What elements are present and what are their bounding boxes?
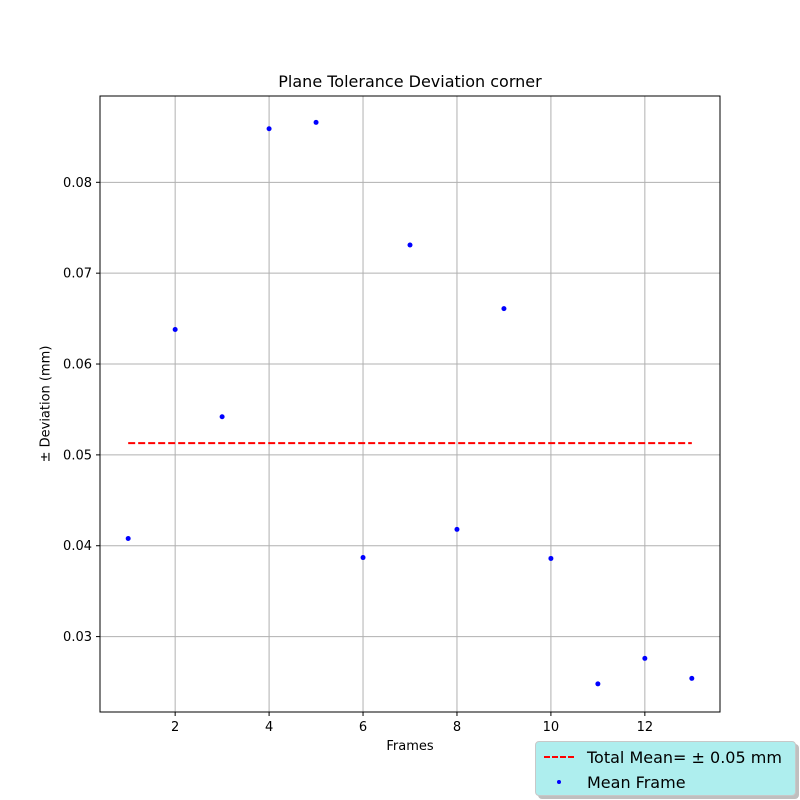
- legend-item-total-mean: Total Mean= ± 0.05 mm: [542, 747, 782, 767]
- dot-marker-swatch-icon: [542, 772, 576, 792]
- mean-frame-point: [595, 681, 601, 687]
- mean-frame-point: [125, 535, 131, 541]
- y-tick-label: 0.08: [63, 176, 92, 191]
- x-tick-label: 6: [359, 720, 367, 735]
- chart-title: Plane Tolerance Deviation corner: [278, 72, 542, 91]
- y-tick-label: 0.03: [63, 630, 92, 645]
- y-tick-label: 0.07: [63, 267, 92, 282]
- mean-frame-point: [642, 655, 648, 661]
- legend-label-total-mean: Total Mean= ± 0.05 mm: [587, 747, 782, 767]
- legend-item-mean-frame: Mean Frame: [542, 772, 686, 792]
- mean-frame-point: [219, 414, 225, 420]
- x-tick-label: 8: [453, 720, 461, 735]
- y-tick-label: 0.06: [63, 358, 92, 373]
- y-axis-label: ± Deviation (mm): [38, 345, 54, 463]
- plot-area-frame: [99, 95, 721, 713]
- mean-frame-point: [501, 306, 507, 312]
- dashed-line-swatch-icon: [542, 747, 576, 767]
- mean-frame-point: [172, 326, 178, 332]
- mean-frame-point: [548, 555, 554, 561]
- legend: Total Mean= ± 0.05 mm Mean Frame: [535, 741, 796, 796]
- mean-frame-point: [689, 675, 695, 681]
- legend-label-mean-frame: Mean Frame: [587, 772, 686, 792]
- mean-frame-point: [266, 126, 272, 132]
- x-tick-label: 10: [543, 720, 560, 735]
- x-tick-label: 12: [637, 720, 654, 735]
- mean-frame-point: [407, 242, 413, 248]
- y-tick-label: 0.05: [63, 448, 92, 463]
- mean-frame-point: [454, 526, 460, 532]
- y-tick-label: 0.04: [63, 539, 92, 554]
- x-tick-label: 4: [265, 720, 273, 735]
- x-axis-label: Frames: [386, 739, 434, 754]
- x-tick-label: 2: [171, 720, 179, 735]
- mean-frame-point: [313, 119, 319, 125]
- mean-frame-point: [360, 555, 366, 561]
